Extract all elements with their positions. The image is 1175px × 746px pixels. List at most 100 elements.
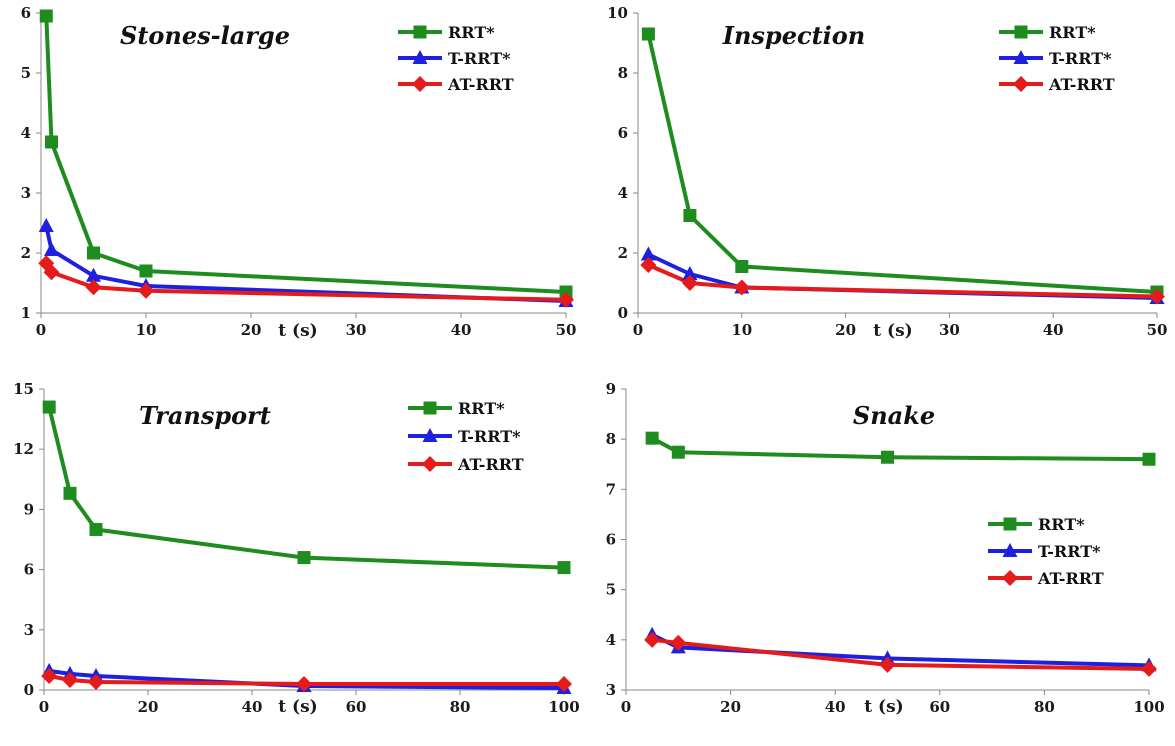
data-point (644, 631, 661, 648)
legend-marker (423, 401, 437, 415)
x-tick-label: 30 (939, 321, 960, 339)
legend-label: RRT* (1049, 23, 1096, 42)
y-tick-label: 5 (21, 64, 31, 82)
x-tick-label: 0 (36, 321, 46, 339)
chart-title: Inspection (722, 21, 866, 50)
data-point (44, 242, 59, 256)
data-point (139, 264, 153, 278)
y-tick-label: 6 (606, 531, 616, 549)
legend-label: RRT* (448, 23, 495, 42)
y-tick-label: 3 (21, 184, 31, 202)
x-tick-label: 40 (451, 321, 472, 339)
x-tick-label: 10 (731, 321, 752, 339)
legend-marker (422, 456, 438, 472)
data-point (42, 400, 56, 414)
data-point (557, 561, 571, 575)
x-axis-label: t (s) (278, 697, 317, 717)
x-tick-label: 20 (138, 698, 159, 716)
chart-panel-3: 0 3 6 9 12 15 0 20 40 60 80 100 t (s) Transport RRT* T-… (13, 380, 580, 717)
x-tick-label: 40 (825, 698, 846, 716)
chart-title: Transport (139, 401, 271, 430)
x-tick-label: 40 (242, 698, 263, 716)
data-point (89, 522, 103, 536)
x-tick-label: 10 (136, 321, 157, 339)
legend-label: T-RRT* (1049, 49, 1112, 68)
chart-title: Snake (853, 401, 935, 430)
y-tick-label: 2 (21, 244, 31, 262)
x-tick-label: 60 (929, 698, 950, 716)
data-point (297, 551, 311, 565)
x-tick-label: 30 (346, 321, 367, 339)
series-line-1 (650, 436, 1151, 462)
data-point (733, 279, 750, 296)
y-tick-label: 15 (13, 380, 34, 398)
y-tick-label: 9 (606, 380, 616, 398)
x-tick-label: 80 (1034, 698, 1055, 716)
data-point (558, 291, 574, 308)
data-point (1149, 288, 1165, 305)
series-line-3 (646, 263, 1159, 299)
legend: RRT* T-RRT* AT-RRT (999, 23, 1115, 94)
data-point (640, 246, 656, 261)
data-point (86, 267, 101, 282)
y-tick-label: 2 (618, 244, 628, 262)
chart-title: Stones-large (120, 21, 290, 50)
x-tick-label: 0 (633, 321, 643, 339)
x-tick-label: 60 (346, 698, 367, 716)
y-tick-label: 7 (606, 480, 616, 498)
data-point (1142, 452, 1156, 466)
y-tick-label: 8 (606, 430, 616, 448)
series-line-1 (646, 32, 1159, 294)
legend-marker (413, 25, 427, 39)
data-point (640, 257, 657, 273)
chart-panel-4: 3 4 5 6 7 8 9 0 20 40 60 80 100 t (s) Snake RRT* T-RRT* A… (606, 380, 1165, 717)
data-point (556, 675, 572, 692)
legend-label: T-RRT* (1038, 542, 1101, 561)
data-point (88, 673, 104, 690)
data-point (879, 656, 896, 673)
x-axis-label: t (s) (873, 321, 912, 341)
legend: RRT* T-RRT* AT-RRT (408, 399, 524, 474)
data-point (641, 27, 655, 41)
x-tick-label: 80 (450, 698, 471, 716)
legend: RRT* T-RRT* AT-RRT (398, 23, 514, 94)
chart-panel-1: 1 2 3 4 5 6 0 10 20 30 40 50 t (s) Stones-large RRT* T-… (21, 4, 577, 341)
y-tick-label: 6 (24, 561, 34, 579)
x-axis-label: t (s) (278, 321, 317, 341)
y-tick-label: 0 (24, 681, 34, 699)
y-tick-label: 10 (607, 4, 628, 22)
data-point (671, 445, 685, 459)
legend-label: AT-RRT (457, 455, 524, 474)
y-tick-label: 12 (13, 440, 34, 458)
legend-marker (1002, 570, 1018, 586)
legend-label: RRT* (1038, 515, 1085, 534)
data-point (63, 486, 77, 500)
data-point (682, 266, 698, 280)
y-tick-label: 4 (21, 124, 31, 142)
legend-marker (1013, 50, 1029, 64)
data-point (87, 246, 100, 260)
data-point (38, 218, 54, 232)
x-tick-label: 40 (1043, 321, 1064, 339)
legend-label: AT-RRT (447, 75, 514, 94)
data-point (39, 9, 53, 23)
data-point (62, 671, 78, 688)
y-tick-label: 0 (618, 304, 628, 322)
x-tick-label: 0 (621, 698, 631, 716)
data-point (296, 675, 312, 692)
legend-marker (412, 76, 428, 92)
y-tick-label: 5 (606, 581, 616, 599)
chart-panel-2: 0 2 4 6 8 10 0 10 20 30 40 50 t (s) Inspection RRT* T-R… (607, 4, 1167, 341)
y-tick-label: 9 (24, 500, 34, 518)
data-point (683, 209, 697, 222)
data-point (645, 431, 659, 445)
x-tick-label: 100 (1133, 698, 1164, 716)
y-tick-label: 4 (618, 184, 628, 202)
x-tick-label: 20 (720, 698, 741, 716)
legend-label: T-RRT* (458, 427, 521, 446)
data-point (670, 634, 687, 651)
series-line-2 (650, 632, 1151, 668)
x-tick-label: 100 (548, 698, 579, 716)
y-tick-label: 6 (21, 4, 31, 22)
